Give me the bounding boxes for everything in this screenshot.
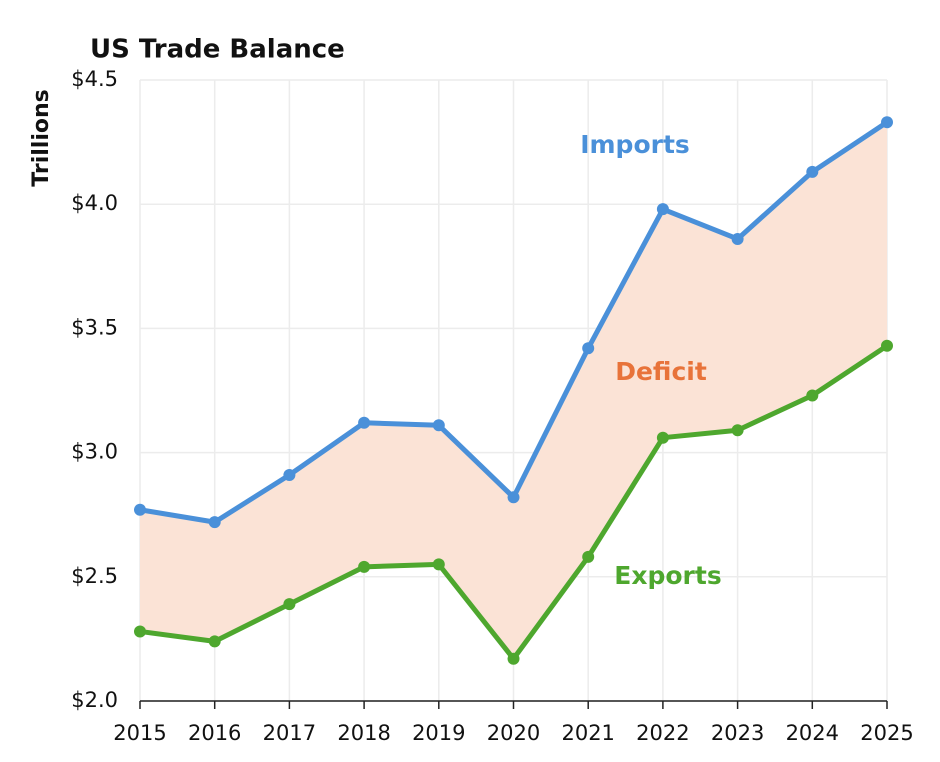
chart-title: US Trade Balance	[90, 35, 345, 65]
data-point	[283, 468, 296, 481]
x-tick-label: 2016	[188, 721, 241, 745]
series-label: Deficit	[615, 357, 707, 386]
x-tick-label: 2020	[487, 721, 540, 745]
data-point	[582, 342, 595, 355]
x-tick-label: 2021	[561, 721, 614, 745]
x-tick-label: 2017	[263, 721, 316, 745]
y-tick-label: $3.5	[71, 315, 118, 339]
data-point	[656, 431, 669, 444]
data-point	[806, 389, 819, 402]
data-point	[507, 652, 520, 665]
data-point	[582, 550, 595, 563]
y-tick-label: $4.0	[71, 191, 118, 215]
y-tick-label: $2.0	[71, 688, 118, 712]
series-label: Exports	[614, 561, 721, 590]
data-point	[358, 416, 371, 429]
y-axis-label: Trillions	[29, 89, 54, 186]
data-point	[208, 516, 221, 529]
data-point	[208, 635, 221, 648]
data-point	[881, 116, 893, 129]
x-tick-label: 2022	[636, 721, 689, 745]
data-point	[731, 232, 744, 245]
data-point	[432, 558, 445, 571]
deficit-area	[140, 122, 887, 659]
y-tick-label: $3.0	[71, 440, 118, 464]
data-point	[358, 560, 371, 573]
y-tick-label: $4.5	[71, 67, 118, 91]
data-point	[806, 165, 819, 178]
x-tick-label: 2024	[786, 721, 839, 745]
data-point	[283, 598, 296, 611]
data-point	[432, 419, 445, 432]
series-label: Imports	[580, 130, 690, 159]
y-tick-label: $2.5	[71, 564, 118, 588]
data-point	[507, 491, 520, 504]
data-point	[881, 339, 893, 352]
x-tick-label: 2018	[337, 721, 390, 745]
data-point	[134, 503, 146, 516]
data-point	[731, 424, 744, 437]
data-point	[656, 203, 669, 216]
plot	[134, 116, 893, 665]
x-tick-label: 2015	[113, 721, 166, 745]
data-point	[134, 625, 146, 638]
x-tick-label: 2023	[711, 721, 764, 745]
x-tick-label: 2025	[860, 721, 913, 745]
x-tick-label: 2019	[412, 721, 465, 745]
